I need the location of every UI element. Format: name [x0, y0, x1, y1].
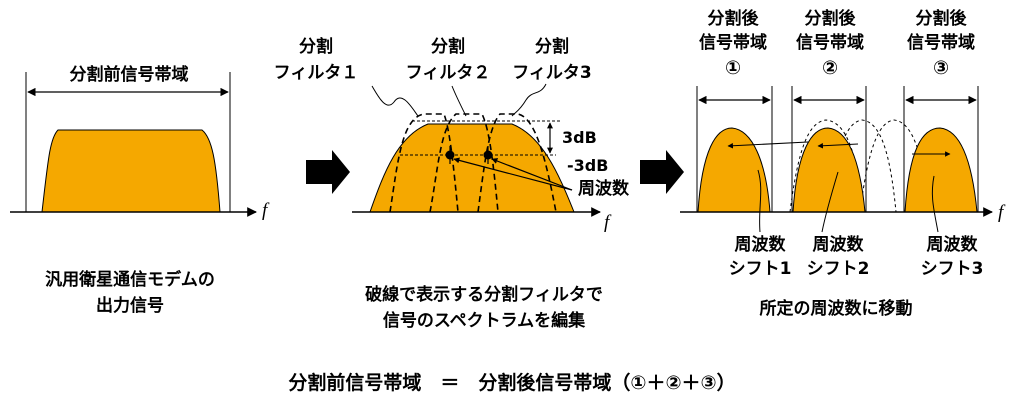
- filter-1-label-line1: 分割: [299, 36, 333, 57]
- shift-2-label-line1: 周波数: [813, 234, 865, 255]
- label-3db: 3dB: [562, 128, 597, 147]
- band-label-before: 分割前信号帯域: [70, 64, 189, 85]
- axis-label-3: f: [998, 202, 1006, 223]
- axis-label-2: f: [604, 212, 612, 233]
- caption-1-line2: 出力信号: [96, 295, 164, 316]
- shift-3-label-line1: 周波数: [927, 234, 979, 255]
- shift-2-label-line2: シフト2: [807, 259, 870, 279]
- shift-3-label-line2: シフト3: [921, 259, 984, 279]
- filter-2-label-line1: 分割: [431, 36, 465, 57]
- filter-2-leader: [451, 85, 467, 117]
- filter-3-leader: [511, 83, 547, 117]
- label-minus-3db: -3dB: [567, 156, 608, 175]
- filter-2-curve: [429, 113, 499, 213]
- band-2-number: ②: [822, 57, 838, 79]
- transition-arrow-2: [640, 150, 684, 194]
- filter-1-leader: [371, 85, 419, 117]
- caption-1-line1: 汎用衛星通信モデムの: [45, 269, 215, 290]
- filter-3-label-line1: 分割: [535, 36, 569, 57]
- shifted-band-2: [792, 127, 866, 213]
- freq-pointer-1: [453, 157, 573, 191]
- label-frequency: 周波数: [578, 178, 630, 199]
- band-2-label-line1: 分割後: [805, 8, 857, 29]
- original-position-curve-2: [827, 119, 897, 213]
- caption-2-line1: 破線で表示する分割フィルタで: [365, 284, 603, 305]
- original-spectrum: [41, 129, 221, 213]
- filter-2-label-line2: フィルタ２: [406, 63, 491, 83]
- band-1-label-line2: 信号帯域: [699, 32, 767, 53]
- filter-1-label-line2: フィルタ１: [274, 63, 359, 83]
- shift-3-leader: [931, 175, 939, 233]
- caption-2-line2: 信号のスペクトラムを編集: [383, 310, 586, 331]
- panel-filtering: 3dB -3dB 周波数 分割 フィルタ１ 分割 フィルタ２ 分割 フィルタ3 …: [274, 36, 630, 331]
- shift-arrow-2: [817, 143, 859, 149]
- filtered-spectrum: [369, 123, 575, 213]
- shift-2-leader: [821, 171, 839, 233]
- band-1-number: ①: [725, 57, 741, 79]
- band-3-label-line1: 分割後: [916, 8, 968, 29]
- filter-3-curve: [477, 113, 557, 213]
- transition-arrow-1: [306, 150, 350, 194]
- band-3-number: ③: [933, 57, 949, 79]
- filter-1-curve: [389, 113, 459, 213]
- shifted-band-1: [697, 127, 771, 213]
- band-2-label-line2: 信号帯域: [796, 32, 864, 53]
- freq-pointer-2: [491, 158, 573, 191]
- caption-3: 所定の周波数に移動: [760, 298, 913, 319]
- filter-3-label-line2: フィルタ3: [512, 63, 592, 83]
- summary-equation: 分割前信号帯域 ＝ 分割後信号帯域（①＋②＋③）: [288, 371, 735, 394]
- axis-label-1: f: [262, 200, 270, 221]
- original-position-curve-1: [789, 119, 865, 213]
- band-1-label-line1: 分割後: [708, 8, 760, 29]
- shift-arrow-1: [727, 141, 809, 149]
- panel-shifted: f 分割後 信号帯域 ① 分割後 信号帯域 ② 分割後 信号帯域 ③ 周波数 シ…: [680, 8, 1006, 319]
- shift-1-leader: [757, 169, 762, 233]
- shift-1-label-line2: シフト1: [729, 259, 792, 279]
- shifted-band-3: [904, 127, 978, 213]
- band-3-label-line2: 信号帯域: [907, 32, 975, 53]
- panel-original-signal: 分割前信号帯域 f 汎用衛星通信モデムの 出力信号: [10, 64, 270, 316]
- shift-1-label-line1: 周波数: [735, 234, 787, 255]
